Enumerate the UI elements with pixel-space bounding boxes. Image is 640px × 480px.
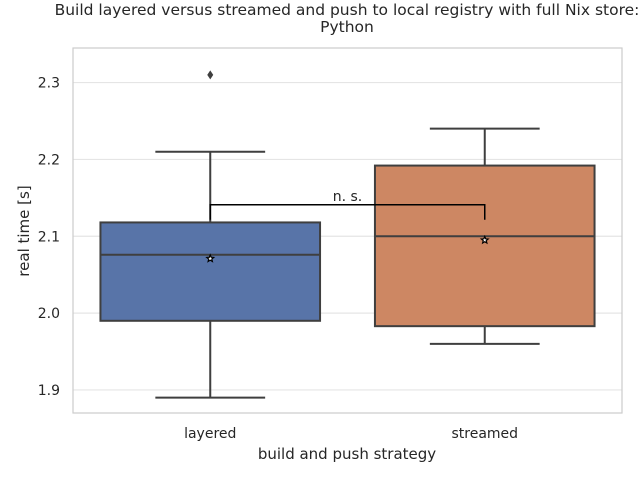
y-tick-labels: 1.9 2.0 2.1 2.2 2.3 xyxy=(38,76,60,399)
x-tick-labels: layered streamed xyxy=(184,426,518,442)
y-tick-label: 2.0 xyxy=(38,306,60,322)
significance-bracket xyxy=(209,204,486,220)
chart-subtitle: Python xyxy=(320,18,374,36)
box-layered xyxy=(99,70,322,399)
y-tick-label: 2.2 xyxy=(38,152,60,168)
box-streamed xyxy=(373,127,596,345)
x-tick-label: streamed xyxy=(451,426,518,442)
y-tick-label: 1.9 xyxy=(38,383,60,399)
significance-label: n. s. xyxy=(333,189,363,205)
mean-marker xyxy=(479,234,490,245)
iqr-box xyxy=(373,164,596,328)
y-tick-label: 2.3 xyxy=(38,76,60,92)
x-axis-label: build and push strategy xyxy=(258,445,436,463)
significance-annotation: n. s. xyxy=(209,189,486,220)
plot-frame xyxy=(72,47,623,414)
mean-marker xyxy=(205,253,216,263)
outlier-point xyxy=(207,70,214,80)
boxes xyxy=(99,70,596,399)
iqr-box xyxy=(99,221,322,322)
x-tick-label: layered xyxy=(184,426,236,442)
chart-title: Build layered versus streamed and push t… xyxy=(55,1,640,19)
y-tick-label: 2.1 xyxy=(38,229,60,245)
y-axis-label: real time [s] xyxy=(15,185,33,276)
